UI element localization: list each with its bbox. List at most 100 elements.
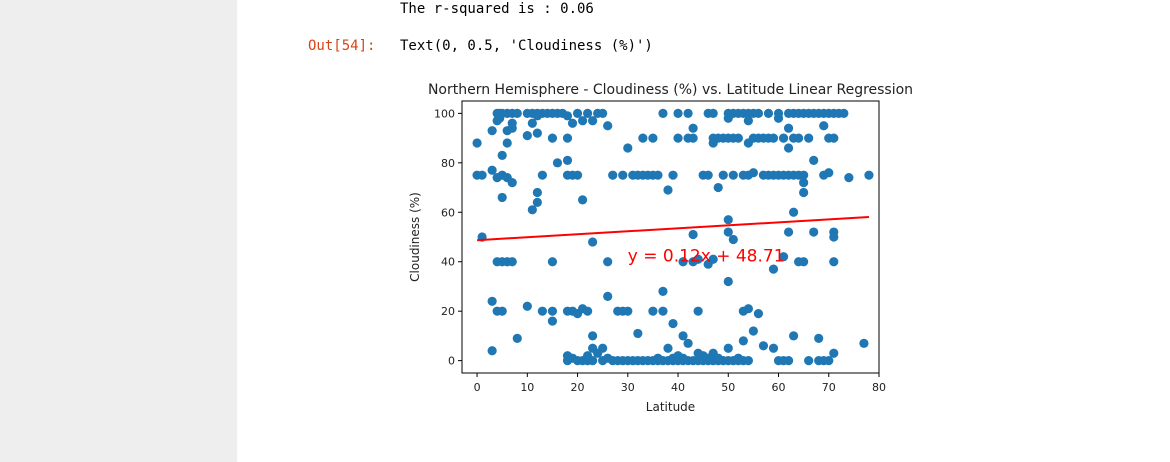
data-point: [572, 108, 583, 118]
data-point: [783, 356, 794, 366]
notebook-panel: [237, 0, 1170, 462]
data-point: [502, 138, 512, 148]
data-point: [472, 138, 482, 148]
data-point: [708, 138, 718, 148]
out-prompt: Out[54]:: [308, 38, 376, 54]
data-point: [572, 170, 583, 180]
data-point: [562, 356, 573, 366]
data-point: [859, 338, 869, 348]
data-point: [839, 108, 849, 118]
data-point: [623, 306, 633, 316]
out-result-text: Text(0, 0.5, 'Cloudiness (%)'): [400, 38, 653, 54]
data-point: [552, 158, 563, 168]
data-point: [753, 108, 764, 118]
data-point: [864, 170, 874, 180]
data-point: [799, 187, 809, 198]
data-point: [537, 306, 547, 316]
data-point: [487, 165, 497, 175]
data-point: [537, 170, 547, 180]
x-tick-label: 60: [772, 381, 786, 394]
data-point: [748, 168, 758, 178]
data-point: [497, 150, 507, 160]
data-point: [713, 182, 723, 193]
data-point: [733, 133, 743, 143]
data-point: [693, 254, 703, 264]
data-point: [588, 237, 598, 247]
data-point: [829, 257, 839, 267]
data-point: [512, 108, 522, 118]
data-point: [844, 173, 854, 183]
data-point: [653, 170, 663, 180]
data-point: [723, 215, 733, 225]
x-tick-label: 0: [474, 381, 481, 394]
data-point: [783, 227, 794, 237]
y-tick-label: 40: [441, 256, 455, 269]
data-point: [723, 227, 733, 237]
data-point: [577, 195, 588, 205]
data-point: [487, 296, 497, 306]
data-point: [728, 234, 738, 245]
data-point: [814, 333, 824, 343]
data-point: [522, 301, 532, 311]
data-point: [809, 227, 819, 237]
y-tick-label: 20: [441, 305, 455, 318]
data-point: [668, 170, 678, 180]
data-point: [522, 131, 532, 141]
data-point: [794, 133, 804, 143]
regression-equation-annotation: y = 0.12x + 48.71: [628, 247, 785, 267]
data-point: [532, 128, 542, 138]
data-point: [743, 138, 753, 148]
data-point: [708, 108, 718, 118]
data-point: [783, 143, 794, 153]
x-tick-label: 70: [822, 381, 836, 394]
data-point: [673, 133, 683, 143]
data-point: [507, 178, 517, 188]
data-point: [593, 348, 603, 358]
x-tick-label: 50: [721, 381, 735, 394]
data-point: [829, 348, 839, 358]
data-point: [477, 170, 487, 180]
data-point: [562, 111, 573, 121]
data-point: [658, 286, 668, 296]
data-point: [527, 118, 537, 128]
data-point: [708, 254, 718, 264]
data-point: [653, 353, 663, 363]
data-point: [683, 108, 693, 118]
data-point: [547, 133, 558, 143]
data-point: [618, 170, 628, 180]
data-point: [658, 306, 668, 316]
data-point: [673, 351, 683, 361]
data-point: [768, 343, 779, 353]
data-point: [788, 207, 799, 217]
data-point: [723, 276, 733, 287]
data-point: [547, 316, 558, 326]
data-point: [819, 121, 829, 131]
x-tick-label: 40: [671, 381, 685, 394]
data-point: [804, 133, 814, 143]
y-tick-label: 100: [434, 107, 455, 120]
data-point: [603, 291, 613, 301]
data-point: [567, 118, 578, 128]
data-point: [507, 123, 517, 133]
data-point: [799, 178, 809, 188]
plot-frame: [461, 100, 880, 374]
data-point: [547, 306, 558, 316]
data-point: [723, 113, 733, 123]
data-point: [638, 133, 648, 143]
data-point: [768, 133, 779, 143]
data-point: [497, 192, 507, 203]
data-point: [598, 108, 608, 118]
y-tick-label: 0: [448, 355, 455, 368]
data-point: [648, 133, 658, 143]
data-point: [799, 257, 809, 267]
data-point: [532, 197, 542, 207]
data-point: [512, 333, 522, 343]
data-point: [497, 306, 507, 316]
data-point: [577, 116, 588, 126]
data-point: [678, 331, 688, 341]
data-point: [688, 123, 698, 133]
data-point: [763, 108, 774, 118]
data-point: [623, 143, 633, 153]
data-point: [824, 168, 834, 178]
